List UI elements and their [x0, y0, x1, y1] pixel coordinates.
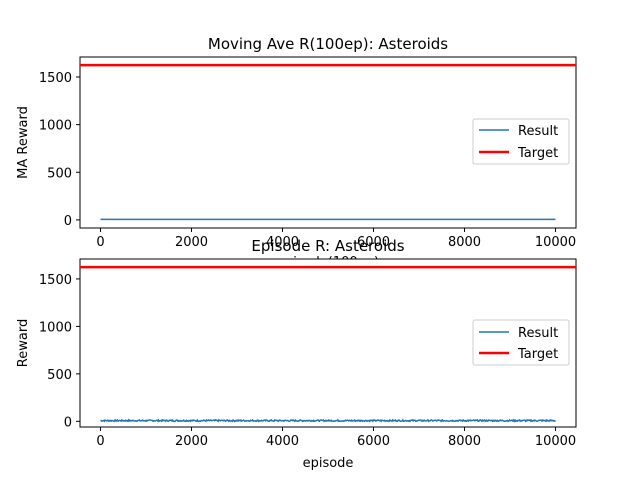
x-tick-label: 6000 — [357, 235, 390, 250]
y-tick-label: 0 — [64, 415, 72, 430]
x-tick-label: 8000 — [448, 235, 481, 250]
legend-label-result: Result — [518, 326, 558, 341]
y-tick-label: 500 — [47, 166, 72, 181]
y-ticks: 0 500 1000 1500 — [39, 71, 80, 229]
x-tick-label: 0 — [96, 235, 104, 250]
x-axis-label: episode — [303, 456, 354, 471]
y-axis-label: MA Reward — [16, 106, 31, 179]
legend: Result Target — [472, 118, 570, 165]
legend-label-target: Target — [517, 347, 558, 362]
series-lines — [80, 63, 576, 221]
y-tick-label: 1500 — [39, 71, 72, 86]
y-axis-label: Reward — [16, 319, 31, 367]
series-lines — [80, 265, 576, 423]
x-ticks: 0 2000 4000 6000 8000 10000 — [96, 228, 576, 250]
x-tick-label: 4000 — [266, 434, 299, 449]
y-tick-label: 1500 — [39, 273, 72, 288]
x-tick-label: 10000 — [535, 235, 576, 250]
x-tick-label: 2000 — [175, 434, 208, 449]
legend-label-result: Result — [518, 124, 558, 139]
chart-title: Episode R: Asteroids — [251, 237, 404, 255]
chart-title: Moving Ave R(100ep): Asteroids — [208, 35, 448, 53]
series-line-result — [100, 418, 556, 423]
x-tick-label: 6000 — [357, 434, 390, 449]
y-ticks: 0 500 1000 1500 — [39, 273, 80, 430]
legend-label-target: Target — [517, 146, 558, 161]
x-tick-label: 10000 — [535, 434, 576, 449]
y-tick-label: 0 — [64, 214, 72, 229]
x-tick-label: 0 — [96, 434, 104, 449]
y-tick-label: 1000 — [39, 119, 72, 134]
legend: Result Target — [472, 319, 570, 366]
moving-average-subplot: 0 2000 4000 6000 8000 10000 0 500 1000 1500 Movi… — [16, 35, 577, 270]
y-tick-label: 500 — [47, 368, 72, 383]
x-tick-label: 4000 — [266, 235, 299, 250]
y-tick-label: 1000 — [39, 320, 72, 335]
x-ticks: 0 2000 4000 6000 8000 10000 — [96, 427, 576, 449]
episode-reward-subplot: 0 2000 4000 6000 8000 10000 0 500 1000 1500 Epis… — [16, 237, 577, 471]
x-tick-label: 8000 — [448, 434, 481, 449]
x-tick-label: 2000 — [175, 235, 208, 250]
